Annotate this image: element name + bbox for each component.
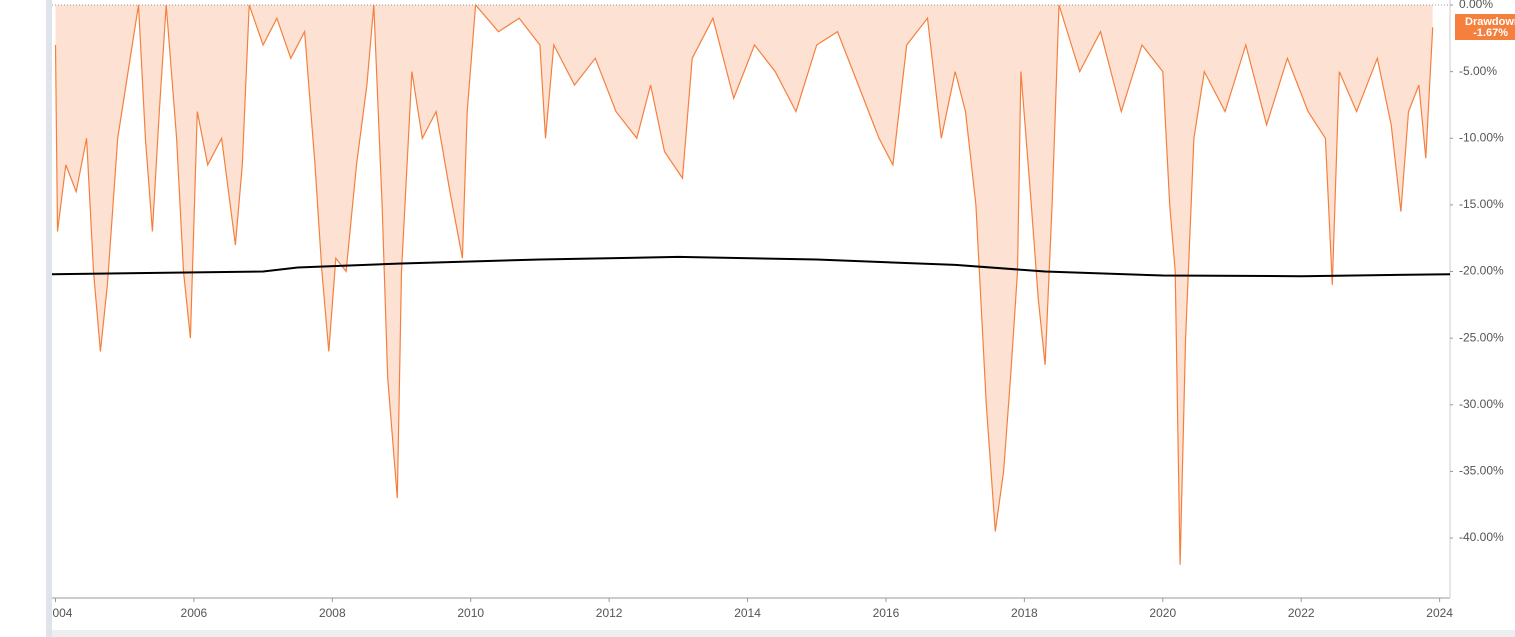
x-tick-label: 2014 xyxy=(734,606,761,620)
x-tick-label: 2020 xyxy=(1149,606,1176,620)
y-tick-label: -5.00% xyxy=(1459,64,1497,78)
badge-value: -1.67% xyxy=(1473,27,1508,39)
y-tick-label: -25.00% xyxy=(1459,330,1504,344)
x-tick-label: 2006 xyxy=(181,606,208,620)
x-tick-label: 2012 xyxy=(596,606,623,620)
y-tick-label: -40.00% xyxy=(1459,530,1504,544)
y-tick-label: -10.00% xyxy=(1459,130,1504,144)
y-tick-label: -35.00% xyxy=(1459,464,1504,478)
y-tick-label: -30.00% xyxy=(1459,397,1504,411)
left-strip xyxy=(46,0,52,637)
x-tick-label: 2024 xyxy=(1426,606,1453,620)
x-tick-label: 2022 xyxy=(1288,606,1315,620)
y-tick-label: -15.00% xyxy=(1459,197,1504,211)
bottom-strip xyxy=(52,630,1515,637)
x-tick-label: 2018 xyxy=(1011,606,1038,620)
badge xyxy=(1455,14,1515,40)
area xyxy=(55,5,1433,565)
x-tick-label: 2016 xyxy=(873,606,900,620)
badge-name: Drawdown xyxy=(1465,16,1515,28)
x-tick-label: 2008 xyxy=(319,606,346,620)
plot xyxy=(51,3,1451,565)
y-tick-label: -20.00% xyxy=(1459,264,1504,278)
x-tick-label: 004 xyxy=(52,606,72,620)
x-tick-label: 2010 xyxy=(457,606,484,620)
y-tick-label: 0.00% xyxy=(1459,0,1493,11)
line xyxy=(51,255,1451,278)
line xyxy=(54,3,1434,565)
